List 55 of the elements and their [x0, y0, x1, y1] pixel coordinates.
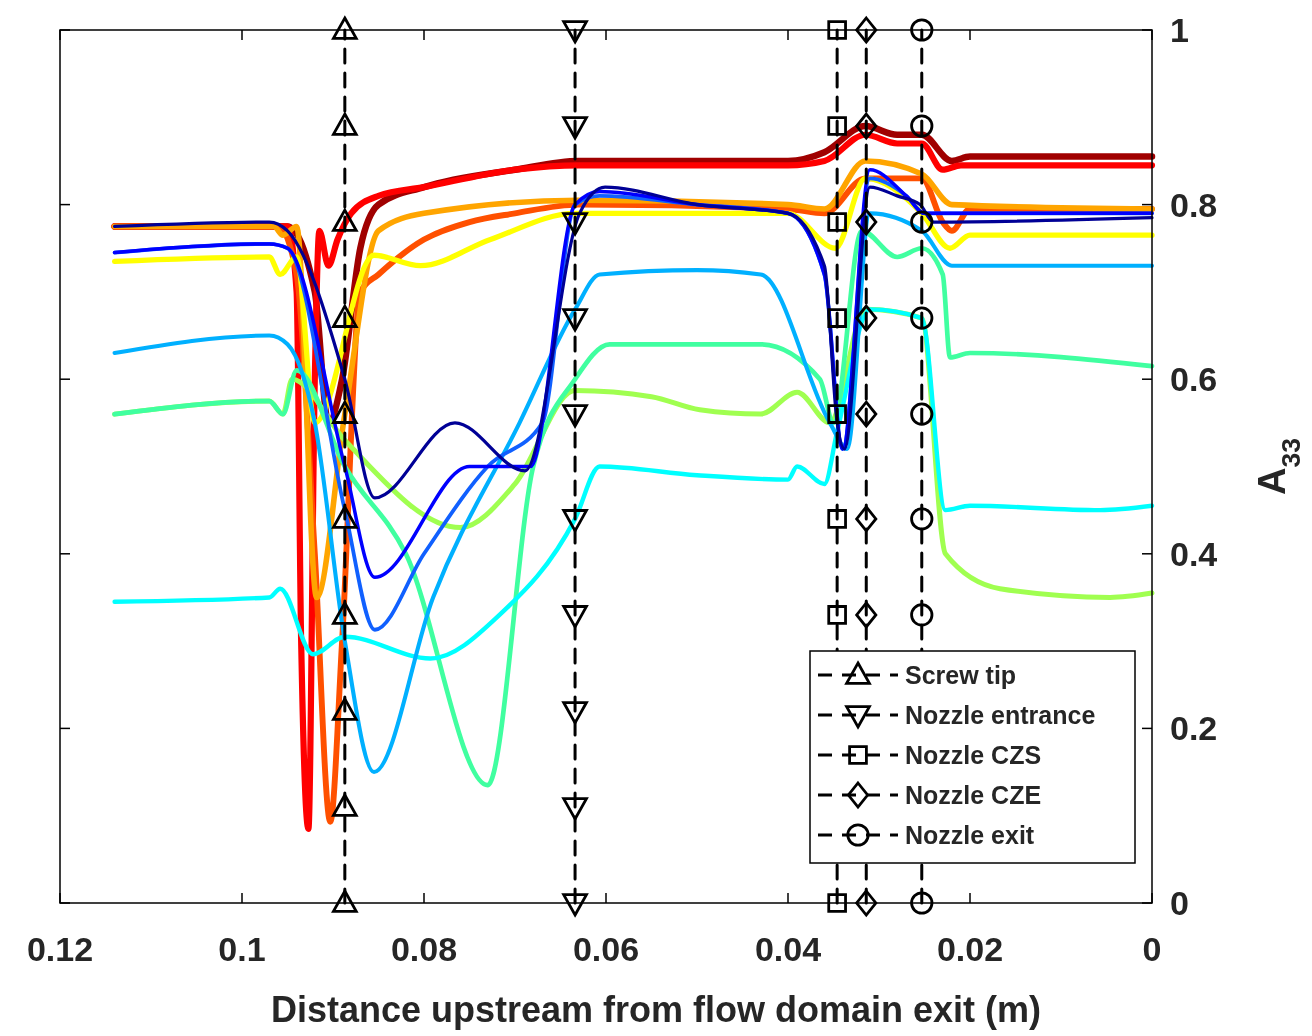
x-tick-label: 0.1: [218, 930, 266, 968]
x-axis-title: Distance upstream from flow domain exit (m): [270, 989, 1042, 1030]
point: [910, 210, 934, 234]
point: [827, 20, 847, 40]
x-tick-label: 0.02: [936, 930, 1004, 968]
line-series: [113, 185, 1154, 500]
legend-label: Nozzle exit: [905, 821, 1035, 849]
point: [827, 893, 847, 913]
y-tick-label: 0.8: [1170, 185, 1218, 224]
x-tick-label: 0: [1142, 930, 1162, 968]
y-tick-label: 0.2: [1170, 709, 1218, 748]
point: [562, 308, 588, 332]
point: [910, 18, 934, 42]
y-tick-label: 0: [1170, 884, 1189, 922]
point: [827, 509, 847, 529]
point: [855, 889, 878, 917]
y-tick-label: 0.6: [1170, 360, 1218, 399]
y-tick-label: 1: [1170, 11, 1189, 49]
point: [855, 505, 878, 533]
point: [910, 603, 934, 627]
point: [562, 404, 588, 428]
point: [855, 16, 878, 44]
point: [910, 306, 934, 330]
point: [827, 605, 847, 625]
point: [827, 308, 847, 328]
point: [855, 112, 878, 140]
point: [332, 112, 358, 136]
line-series: [112, 307, 1155, 661]
point: [562, 509, 588, 533]
point: [855, 208, 878, 236]
point: [332, 208, 358, 232]
legend-label: Nozzle CZS: [905, 741, 1042, 769]
point: [855, 304, 878, 332]
point: [827, 116, 847, 136]
point: [332, 16, 358, 40]
x-tick-label: 0.08: [390, 930, 458, 968]
point: [910, 114, 934, 138]
x-tick-label: 0.04: [754, 930, 822, 968]
point: [855, 601, 878, 629]
point: [855, 400, 878, 428]
point: [562, 701, 588, 725]
point: [827, 212, 847, 232]
x-tick-label: 0.12: [26, 930, 94, 968]
x-tick-label: 0.06: [572, 930, 640, 968]
point: [910, 402, 934, 426]
point: [910, 507, 934, 531]
legend-label: Screw tip: [905, 661, 1017, 689]
legend-label: Nozzle CZE: [905, 781, 1042, 809]
point: [562, 605, 588, 629]
point: [910, 891, 934, 915]
legend-label: Nozzle entrance: [905, 701, 1096, 729]
point: [562, 893, 588, 917]
point: [562, 797, 588, 821]
point: [827, 404, 847, 424]
y-tick-label: 0.4: [1170, 534, 1218, 573]
